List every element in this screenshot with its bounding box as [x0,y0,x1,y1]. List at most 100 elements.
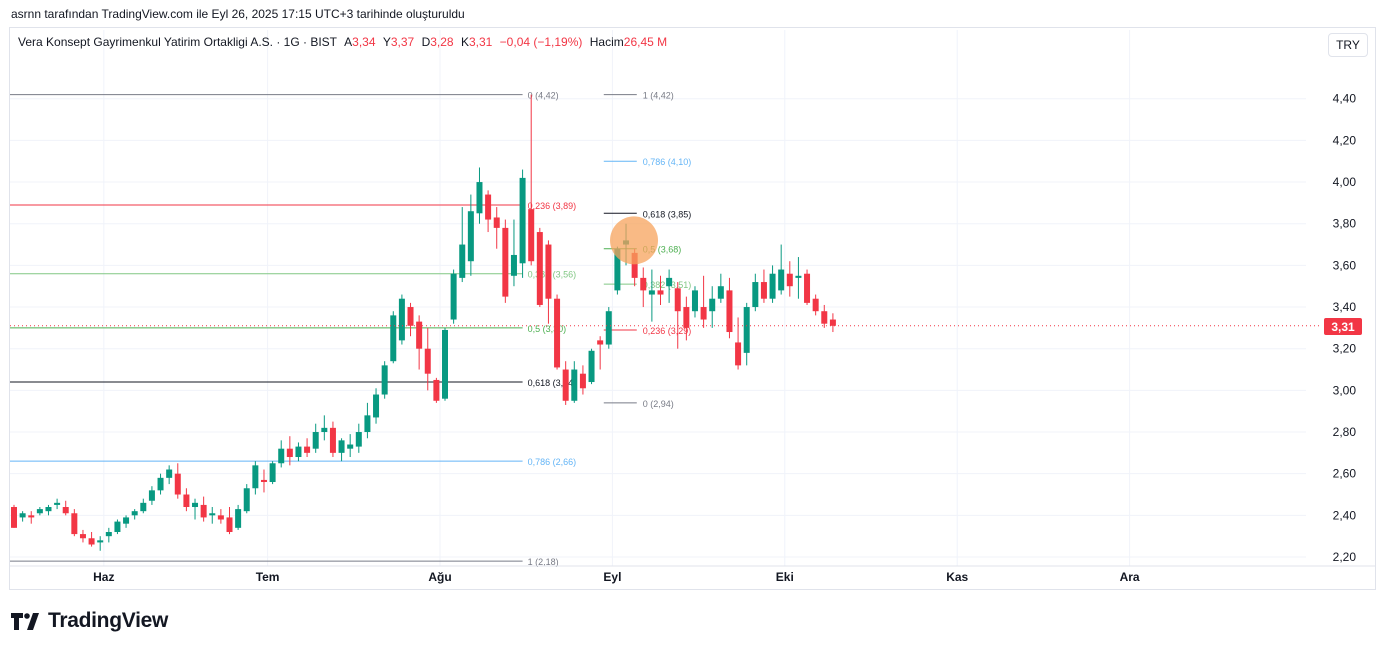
candle-up [243,488,250,512]
candle-up [691,290,698,312]
fib-level-label: 0,786 (2,66) [528,457,577,467]
close-label: K [460,35,469,49]
y-tick-label: 2,20 [1333,550,1357,564]
candle-down [71,513,78,535]
candle-up [295,446,302,458]
candle-down [554,298,561,368]
candle-down [493,217,500,228]
candle-down [674,288,681,312]
x-tick-label: Eyl [603,570,621,584]
candle-up [321,427,328,433]
currency-button[interactable]: TRY [1328,33,1368,57]
candle-down [726,290,733,333]
candle-down [631,252,638,278]
low-label: D [421,35,431,49]
candle-up [355,432,362,447]
candle-up [338,440,345,453]
candle-down [183,494,190,508]
candle-up [269,463,276,483]
candle-up [235,509,242,528]
candle-down [217,515,224,520]
candle-up [36,509,43,514]
candle-down [407,307,414,326]
candle-up [467,211,474,262]
candle-down [416,321,423,349]
high-label: Y [382,35,391,49]
candle-down [304,446,311,453]
candle-up [373,394,380,418]
candle-down [79,534,86,539]
candle-down [760,282,767,299]
symbol-legend: Vera Konsept Gayrimenkul Yatirim Ortakli… [18,35,667,49]
candle-down [528,209,535,262]
chart-frame [9,27,1376,590]
candle-up [476,182,483,214]
fib-level-label: 0,5 (3,30) [528,324,567,334]
tradingview-logo-icon [11,612,39,630]
candle-up [398,298,405,341]
open-value: 3,34 [352,35,376,49]
volume-label: Hacim [589,35,624,49]
tradingview-logo[interactable]: TradingView [11,609,168,633]
low-value: 3,28 [430,35,454,49]
x-tick-label: Kas [946,570,968,584]
fib-level-label: 0 (4,42) [528,91,559,101]
x-tick-label: Haz [93,570,114,584]
y-tick-label: 2,60 [1333,467,1357,481]
change-value: −0,04 (−1,19%) [499,35,583,49]
x-tick-label: Eki [776,570,794,584]
x-tick-label: Tem [256,570,280,584]
candle-up [709,298,716,312]
candle-up [648,290,655,295]
candle-down [174,473,181,495]
candle-up [605,311,612,345]
candle-down [821,311,828,324]
y-tick-label: 3,00 [1333,383,1357,397]
fib-level-label: 0,618 (3,04) [528,378,577,388]
candle-down [829,319,836,326]
candle-up [769,273,776,299]
candle-up [54,502,61,505]
candle-up [717,286,724,299]
candle-up [571,369,578,401]
candle-down [424,348,431,374]
fib-level-label: 0,236 (3,29) [643,326,692,336]
candle-down [579,373,586,389]
candle-down [88,538,95,545]
candle-up [148,490,155,501]
candle-down [657,290,664,295]
fib-level-label: 1 (4,42) [643,91,674,101]
candle-up [614,248,621,291]
y-tick-label: 3,80 [1333,217,1357,231]
y-tick-label: 3,60 [1333,258,1357,272]
candle-down [700,307,707,320]
candle-up [752,282,759,308]
candle-down [329,427,336,453]
candle-up [666,277,673,287]
candle-down [226,517,233,533]
candle-down [683,307,690,328]
candle-down [536,232,543,305]
last-price-tag: 3,31 [1324,318,1362,335]
candle-up [795,275,802,278]
candle-up [131,511,138,516]
candle-up [252,465,259,489]
candle-down [11,507,17,528]
high-value: 3,37 [390,35,415,49]
symbol-name[interactable]: Vera Konsept Gayrimenkul Yatirim Ortakli… [18,35,337,49]
fib-level-label: 0,236 (3,89) [528,201,577,211]
candle-down [735,342,742,366]
candle-up [459,244,466,278]
candle-down [62,507,69,514]
candle-down [545,244,552,299]
candle-up [166,469,173,478]
candle-down [260,479,267,483]
candle-down [786,273,793,287]
candle-up [778,269,785,291]
candle-down [200,504,207,518]
y-tick-label: 2,40 [1333,508,1357,522]
candle-up [364,415,371,433]
candle-up [347,444,354,449]
candle-up [192,502,199,508]
